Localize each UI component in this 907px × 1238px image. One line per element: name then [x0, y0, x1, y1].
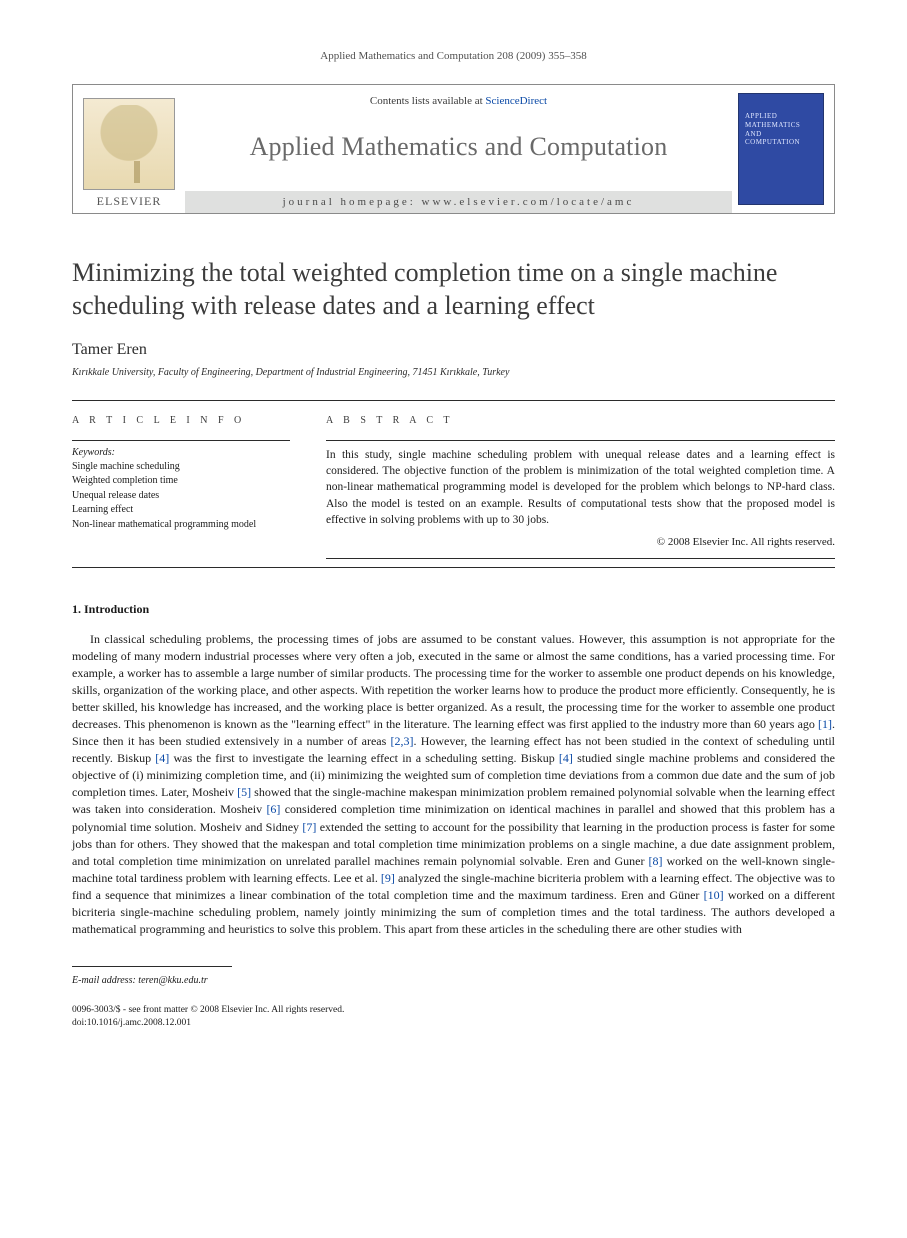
cover-word-1: APPLIED [745, 112, 817, 121]
masthead-cover: APPLIED MATHEMATICS AND COMPUTATION [732, 85, 834, 213]
author-affiliation: Kırıkkale University, Faculty of Enginee… [72, 367, 835, 378]
citation-link[interactable]: [6] [266, 802, 280, 816]
abstract-label: A B S T R A C T [326, 415, 835, 426]
abstract-copyright: © 2008 Elsevier Inc. All rights reserved… [326, 536, 835, 548]
citation-link[interactable]: [1] [818, 717, 832, 731]
introduction-paragraph: In classical scheduling problems, the pr… [72, 631, 835, 938]
citation-link[interactable]: [5] [237, 785, 251, 799]
article-info-label: A R T I C L E I N F O [72, 415, 290, 426]
article-title: Minimizing the total weighted completion… [72, 256, 835, 323]
journal-masthead: ELSEVIER Contents lists available at Sci… [72, 84, 835, 214]
keywords-heading: Keywords: [72, 447, 290, 458]
corresponding-email-line: E-mail address: teren@kku.edu.tr [72, 975, 835, 986]
citation-link[interactable]: [9] [381, 871, 395, 885]
sciencedirect-link[interactable]: ScienceDirect [485, 95, 547, 107]
keyword-item: Weighted completion time [72, 474, 290, 489]
mid-rule [72, 567, 835, 568]
top-rule [72, 400, 835, 401]
journal-name: Applied Mathematics and Computation [193, 132, 724, 162]
cover-word-2: MATHEMATICS [745, 121, 817, 130]
info-abstract-row: A R T I C L E I N F O Keywords: Single m… [72, 409, 835, 560]
keyword-item: Learning effect [72, 503, 290, 518]
intro-text: was the first to investigate the learnin… [169, 751, 559, 765]
contents-prefix: Contents lists available at [370, 95, 485, 107]
keyword-item: Non-linear mathematical programming mode… [72, 518, 290, 533]
abstract-rule-bottom [326, 558, 835, 559]
author-name: Tamer Eren [72, 341, 835, 359]
citation-link[interactable]: [2,3] [390, 734, 413, 748]
running-head: Applied Mathematics and Computation 208 … [72, 50, 835, 62]
abstract-text: In this study, single machine scheduling… [326, 447, 835, 529]
keyword-item: Single machine scheduling [72, 460, 290, 475]
article-info-column: A R T I C L E I N F O Keywords: Single m… [72, 409, 290, 560]
email-label: E-mail address: [72, 975, 138, 986]
footnote-rule [72, 966, 232, 967]
contents-available-line: Contents lists available at ScienceDirec… [193, 95, 724, 107]
keyword-item: Unequal release dates [72, 489, 290, 504]
citation-link[interactable]: [4] [155, 751, 169, 765]
citation-link[interactable]: [8] [648, 854, 662, 868]
cover-word-4: COMPUTATION [745, 138, 817, 147]
section-1-heading: 1. Introduction [72, 602, 835, 617]
keywords-list: Single machine scheduling Weighted compl… [72, 460, 290, 533]
publisher-block: ELSEVIER [73, 85, 185, 213]
email-value: teren@kku.edu.tr [138, 975, 207, 986]
masthead-center: Contents lists available at ScienceDirec… [185, 85, 732, 213]
journal-homepage-line: journal homepage: www.elsevier.com/locat… [185, 191, 732, 213]
abstract-column: A B S T R A C T In this study, single ma… [326, 409, 835, 560]
issn-line: 0096-3003/$ - see front matter © 2008 El… [72, 1004, 835, 1017]
footer-meta: 0096-3003/$ - see front matter © 2008 El… [72, 1004, 835, 1030]
elsevier-tree-icon [83, 98, 175, 190]
citation-link[interactable]: [4] [559, 751, 573, 765]
cover-word-3: AND [745, 130, 817, 139]
journal-cover-thumbnail: APPLIED MATHEMATICS AND COMPUTATION [738, 93, 824, 205]
abstract-rule-top [326, 440, 835, 441]
citation-link[interactable]: [7] [302, 820, 316, 834]
citation-link[interactable]: [10] [704, 888, 724, 902]
doi-line: doi:10.1016/j.amc.2008.12.001 [72, 1017, 835, 1030]
publisher-wordmark: ELSEVIER [97, 194, 162, 209]
info-rule [72, 440, 290, 441]
intro-text: In classical scheduling problems, the pr… [72, 632, 835, 731]
